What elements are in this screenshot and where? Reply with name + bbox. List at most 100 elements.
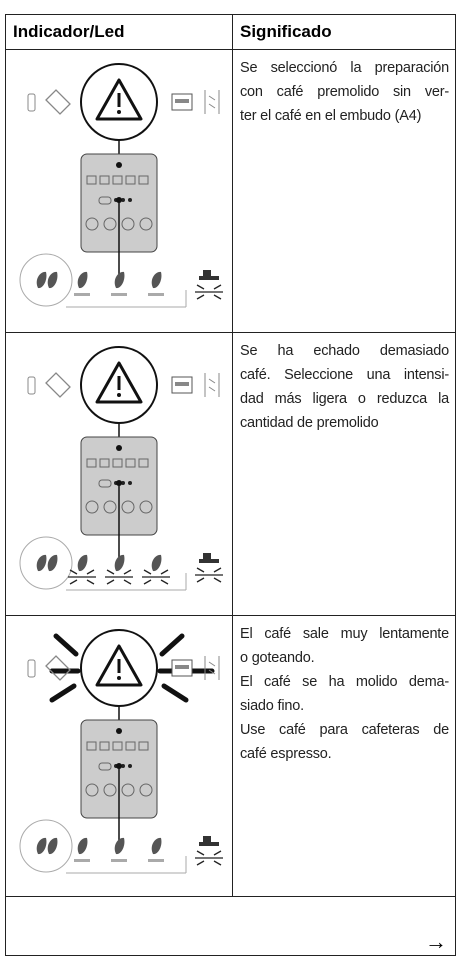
illustration-shape [69,579,78,585]
footer-row: → [5,896,456,956]
illustration-shape [117,110,121,114]
illustration-shape [69,569,78,575]
illustration-shape [77,837,88,855]
text-line: Use café para cafeteras de [240,722,449,738]
indicator-illustration [19,63,223,308]
illustration-shape [85,500,99,514]
illustration-shape [111,859,127,862]
illustration-shape [148,293,164,296]
illustration-shape [117,676,121,680]
illustration-shape [125,175,136,185]
illustration-shape [148,859,164,862]
illustration-shape [112,741,123,751]
illustration-shape [117,659,121,673]
illustration-shape [53,633,79,657]
illustration-shape [99,175,110,185]
illustration-shape [143,579,152,585]
text-line: El café se ha molido dema- [240,674,449,690]
illustration-shape [86,458,97,468]
illustration-shape [36,271,47,289]
illustration-shape [196,284,205,290]
illustration-shape [45,89,71,115]
illustration-shape [99,741,110,751]
illustration-shape [86,569,95,575]
illustration-shape [74,293,90,296]
illustration-shape [199,836,219,846]
illustration-shape [117,376,121,390]
illustration-shape [68,569,96,585]
illustration-shape [27,659,36,678]
text-line: El café sale muy lentamente [240,626,449,642]
table-row: Se ha echado demasiado café. Seleccione u… [5,332,456,616]
illustration-shape [175,99,189,103]
illustration-shape [36,554,47,572]
illustration-shape [105,569,133,585]
illustration-shape [85,783,99,797]
indicator-table: Indicador/Led Significado Se seleccionó … [5,14,456,956]
illustration-shape [143,569,152,575]
illustration-shape [121,783,135,797]
illustration-shape [175,382,189,386]
text-line: ter el café en el embudo (A4) [240,108,422,124]
illustration-shape [161,683,189,703]
illustration-shape [128,764,132,768]
meaning-cell: Se seleccionó la preparación con café pre… [232,49,456,333]
illustration-shape [125,741,136,751]
illustration-shape [139,217,153,231]
meaning-cell: El café sale muy lentamente o goteando. El… [232,615,456,897]
text-line: con café premolido sin ver- [240,84,449,100]
illustration-shape [116,197,122,203]
illustration-shape [98,196,112,205]
illustration-shape [196,860,205,866]
illustration-shape [116,445,122,451]
illustration-shape [121,198,125,202]
table-row: El café sale muy lentamente o goteando. El… [5,615,456,897]
illustration-shape [114,837,125,855]
illustration-shape [36,837,47,855]
illustration-shape [213,850,222,856]
illustration-shape [47,271,58,289]
illustration-shape [19,819,73,873]
illustration-shape [208,95,216,109]
illustration-shape [142,569,170,585]
illustration-shape [121,764,125,768]
illustration-shape [86,741,97,751]
illustration-shape [128,198,132,202]
illustration-shape [196,567,205,573]
illustration-shape [27,376,36,395]
illustration-cell [5,615,233,897]
illustration-shape [208,661,216,675]
illustration-shape [116,728,122,734]
text-line: dad más ligera o reduzca la [240,391,449,407]
illustration-shape [138,741,149,751]
illustration-shape [95,361,143,404]
illustration-shape [195,284,223,300]
illustration-shape [95,644,143,687]
illustration-shape [99,458,110,468]
illustration-shape [213,284,222,290]
illustration-cell [5,332,233,616]
illustration-shape [160,569,169,575]
next-arrow: → [425,929,447,954]
footer-cell: → [5,896,456,956]
illustration-shape [86,579,95,585]
illustration-shape [196,577,205,583]
illustration-shape [27,93,36,112]
header-row: Indicador/Led Significado [5,14,456,50]
column-header: Significado [232,14,456,50]
text-line: Se ha echado demasiado [240,343,449,359]
illustration-shape [139,500,153,514]
illustration-shape [160,579,169,585]
illustration-shape [121,500,135,514]
illustration-shape [45,655,71,681]
illustration-shape [195,567,223,583]
text-line: café. Seleccione una intensi- [240,367,449,383]
illustration-shape [121,481,125,485]
meaning-cell: Se ha echado demasiado café. Seleccione u… [232,332,456,616]
text-line: o goteando. [240,650,315,666]
illustration-shape [213,577,222,583]
illustration-shape [204,90,220,114]
illustration-shape [47,837,58,855]
illustration-shape [85,217,99,231]
